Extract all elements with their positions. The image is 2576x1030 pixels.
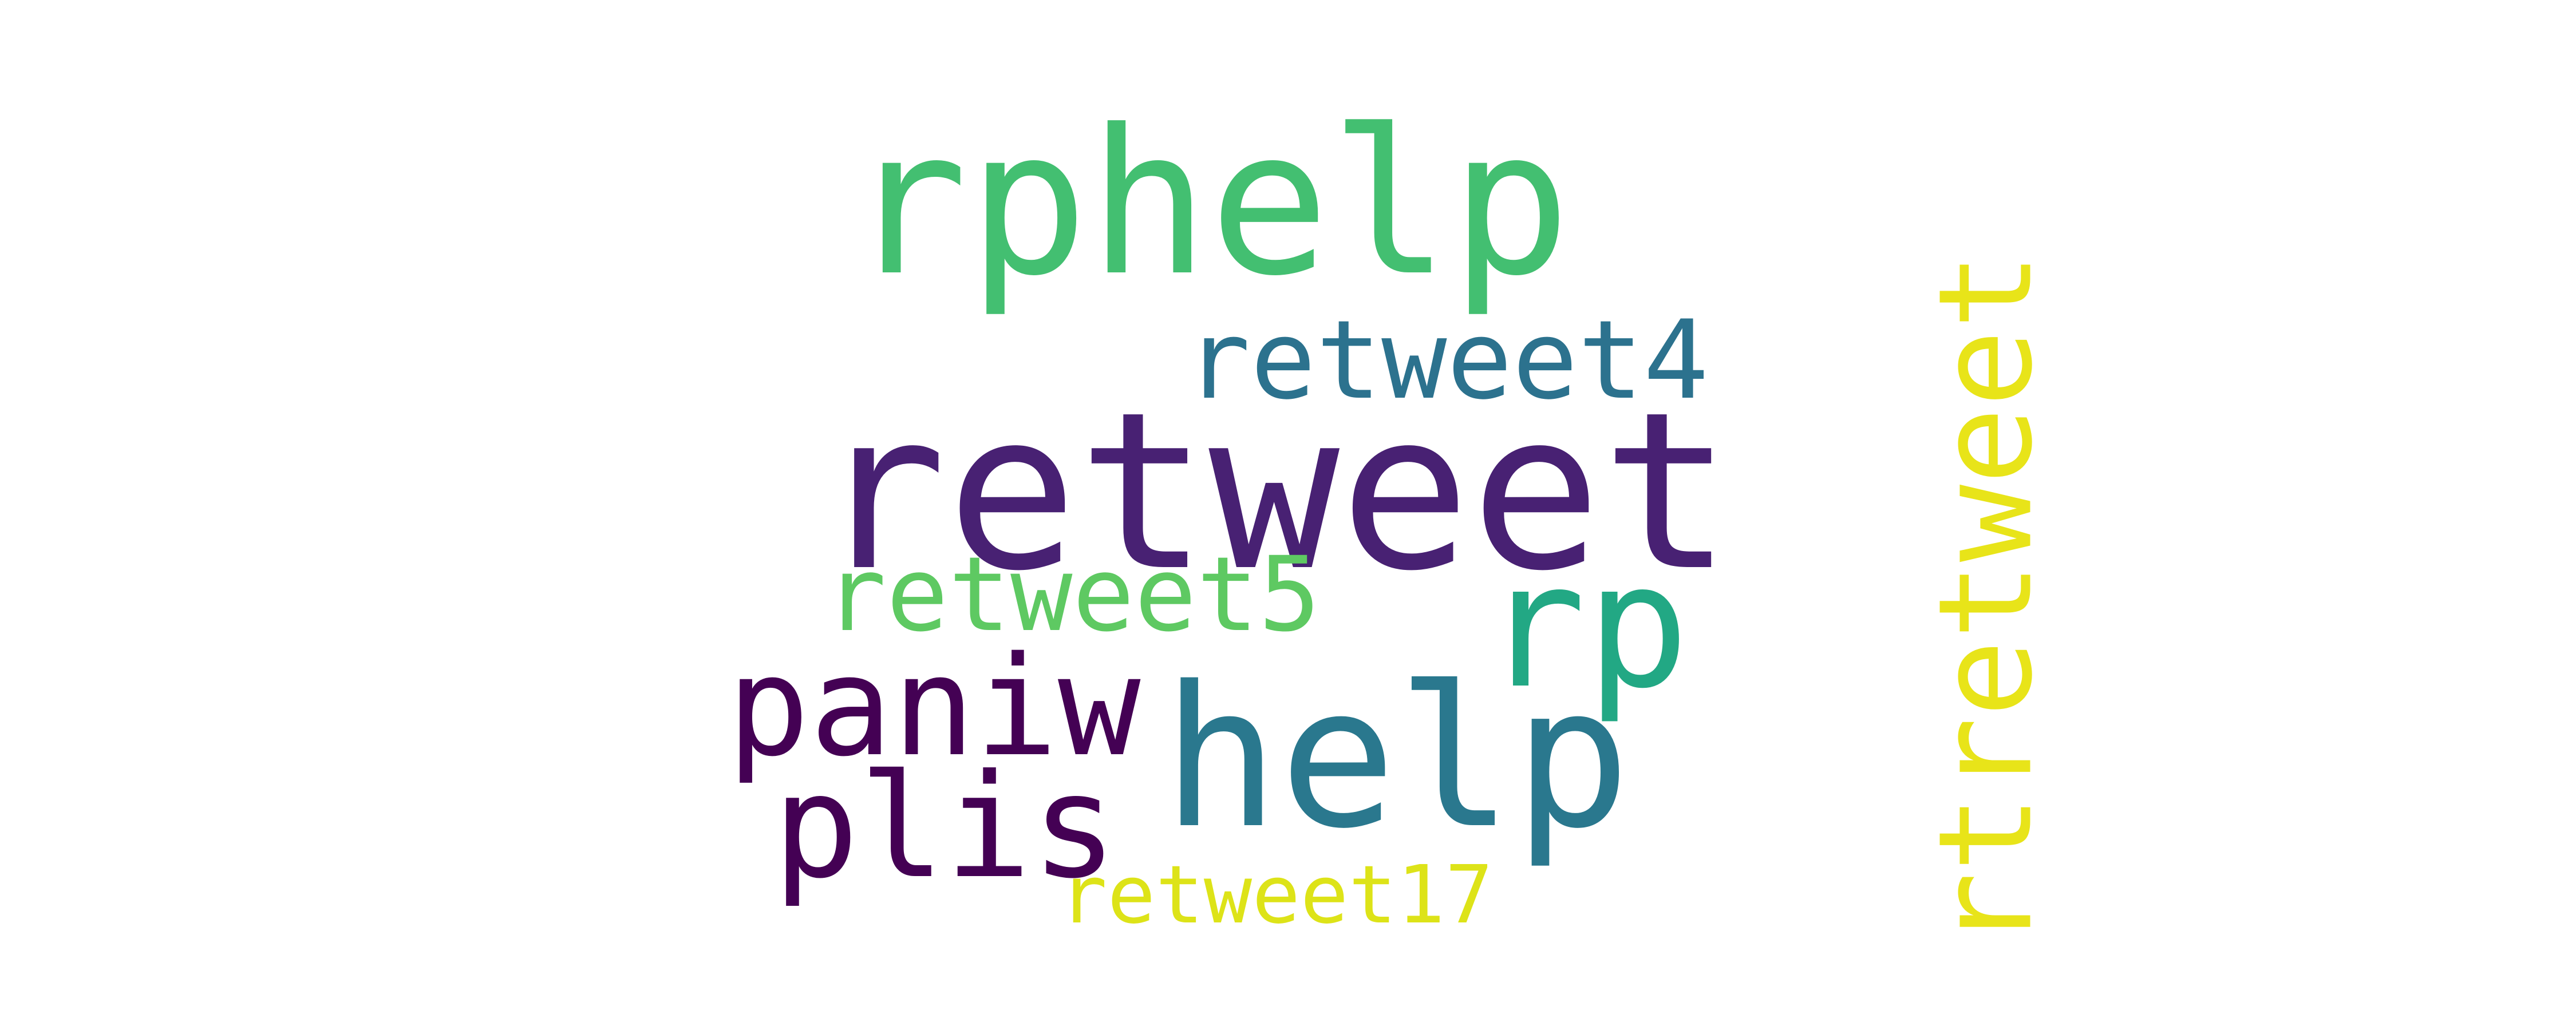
word-retweet4: retweet4 (1185, 297, 1709, 423)
word-paniw: paniw (727, 627, 1141, 787)
word-rtretweet: rtretweet (1911, 252, 2061, 950)
word-rphelp: rphelp (847, 86, 1571, 320)
word-help: help (1162, 645, 1631, 871)
word-plis: plis (773, 743, 1118, 910)
word-retweet17: retweet17 (1059, 849, 1494, 942)
word-rp: rp (1483, 526, 1690, 726)
word-retweet5: retweet5 (824, 535, 1321, 655)
word-retweet: retweet (816, 365, 1733, 619)
